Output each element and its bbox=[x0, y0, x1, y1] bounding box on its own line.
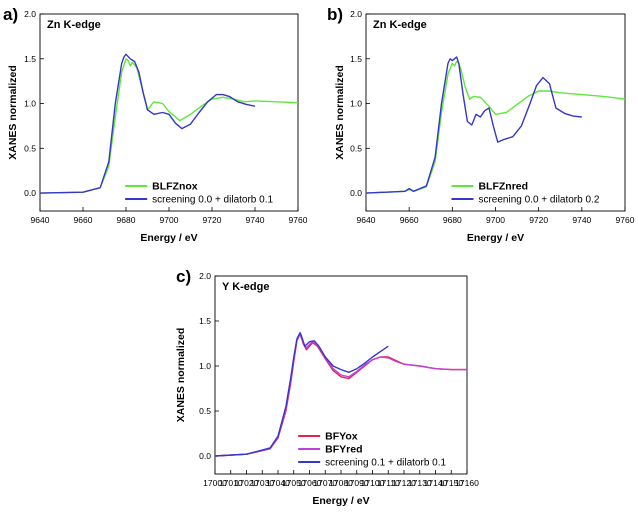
y-tick-label: 1.0 bbox=[350, 99, 362, 109]
series-line-screening-0-0-dilatorb-0-2 bbox=[365, 56, 582, 194]
y-tick-label: 0.5 bbox=[199, 406, 211, 416]
series-line-blfznred bbox=[365, 60, 626, 194]
panel-b-zn-k-edge-red: 9640 9660 9680 9700 9720 9740 9760 0.0 0.5 1.0 1.5… bbox=[327, 5, 635, 244]
series-line-blfznox bbox=[39, 58, 299, 194]
x-tick-label: 9660 bbox=[400, 215, 419, 225]
x-tick-label: 17110 bbox=[377, 478, 400, 488]
legend-label: BFYred bbox=[325, 444, 362, 456]
x-tick-label: 9640 bbox=[31, 215, 50, 225]
x-tick-label: 17030 bbox=[250, 478, 274, 488]
plot-title: Y K-edge bbox=[222, 281, 269, 293]
x-tick-label: 17020 bbox=[235, 478, 259, 488]
x-tick-label: 9760 bbox=[616, 215, 635, 225]
x-axis-title: Energy / eV bbox=[467, 232, 524, 244]
x-tick-label: 17060 bbox=[298, 478, 322, 488]
x-tick-label: 9740 bbox=[246, 215, 265, 225]
y-tick-label: 0.0 bbox=[350, 188, 362, 198]
y-axis-title: XANES normalized bbox=[334, 65, 346, 160]
x-tick-label: 17080 bbox=[329, 478, 353, 488]
x-tick-label: 17040 bbox=[266, 478, 290, 488]
x-tick-label: 17100 bbox=[361, 478, 385, 488]
x-tick-label: 17130 bbox=[408, 478, 432, 488]
x-tick-label: 17050 bbox=[282, 478, 306, 488]
x-axis-title: Energy / eV bbox=[312, 495, 369, 507]
x-tick-label: 17140 bbox=[424, 478, 448, 488]
x-tick-label: 9680 bbox=[443, 215, 462, 225]
legend-label: BLFZnred bbox=[478, 181, 528, 193]
x-tick-label: 9700 bbox=[160, 215, 179, 225]
y-tick-label: 0.5 bbox=[350, 143, 362, 153]
legend-label: BFYox bbox=[325, 431, 358, 443]
x-tick-label: 9720 bbox=[529, 215, 548, 225]
legend-label: screening 0.1 + dilatorb 0.1 bbox=[325, 458, 446, 469]
y-tick-label: 0.5 bbox=[24, 143, 36, 153]
y-tick-label: 1.5 bbox=[350, 54, 362, 64]
x-tick-label: 9720 bbox=[203, 215, 222, 225]
x-tick-label: 17070 bbox=[313, 478, 337, 488]
panel-letter: a) bbox=[3, 5, 18, 24]
plot-title: Zn K-edge bbox=[373, 19, 427, 31]
y-axis-title: XANES normalized bbox=[7, 65, 19, 160]
series-line-screening-0-1-dilatorb-0-1 bbox=[214, 332, 389, 457]
legend-label: screening 0.0 + dilatorb 0.1 bbox=[152, 195, 273, 206]
x-tick-label: 17160 bbox=[455, 478, 479, 488]
y-tick-label: 1.5 bbox=[199, 316, 211, 326]
legend-label: screening 0.0 + dilatorb 0.2 bbox=[478, 195, 599, 206]
x-axis-title: Energy / eV bbox=[140, 232, 197, 244]
panel-letter: b) bbox=[327, 5, 343, 24]
x-tick-label: 9680 bbox=[117, 215, 136, 225]
x-tick-label: 17150 bbox=[439, 478, 463, 488]
x-tick-label: 17000 bbox=[203, 478, 227, 488]
x-tick-label: 9760 bbox=[289, 215, 308, 225]
y-tick-label: 1.0 bbox=[199, 361, 211, 371]
series-line-screening-0-0-dilatorb-0-1 bbox=[39, 53, 256, 194]
y-tick-label: 2.0 bbox=[24, 9, 36, 19]
plot-title: Zn K-edge bbox=[47, 19, 101, 31]
x-tick-label: 17010 bbox=[219, 478, 243, 488]
panel-a-zn-k-edge-ox: 9640 9660 9680 9700 9720 9740 9760 0.0 0.5 1.0 1.5… bbox=[3, 5, 308, 244]
x-tick-label: 9660 bbox=[74, 215, 93, 225]
panel-c-y-k-edge: 1700017010170201703017040170501706017070… bbox=[175, 267, 479, 507]
y-axis-title: XANES normalized bbox=[175, 328, 187, 423]
x-tick-label: 17120 bbox=[392, 478, 416, 488]
y-tick-label: 0.0 bbox=[24, 188, 36, 198]
x-tick-label: 9700 bbox=[486, 215, 505, 225]
y-tick-label: 2.0 bbox=[350, 9, 362, 19]
y-tick-label: 1.0 bbox=[24, 99, 36, 109]
panel-letter: c) bbox=[176, 267, 191, 286]
x-tick-label: 9640 bbox=[357, 215, 376, 225]
y-tick-label: 0.0 bbox=[199, 451, 211, 461]
y-tick-label: 2.0 bbox=[199, 271, 211, 281]
legend-label: BLFZnox bbox=[152, 181, 198, 193]
x-tick-label: 17090 bbox=[345, 478, 369, 488]
y-tick-label: 1.5 bbox=[24, 54, 36, 64]
x-tick-label: 9740 bbox=[572, 215, 591, 225]
